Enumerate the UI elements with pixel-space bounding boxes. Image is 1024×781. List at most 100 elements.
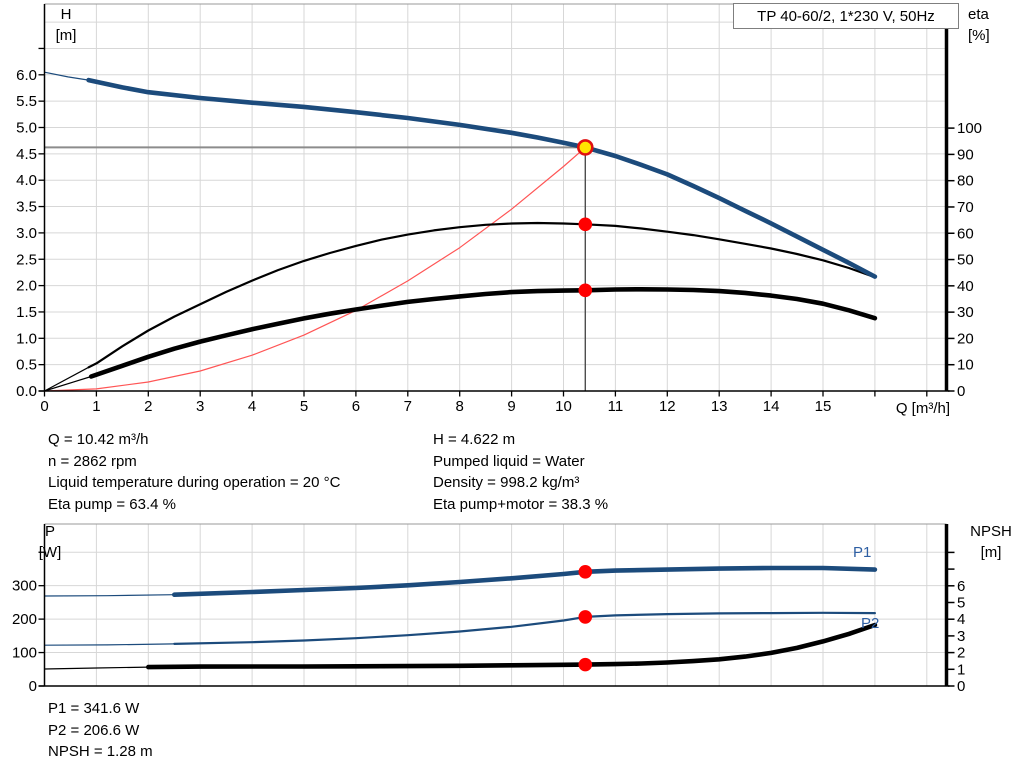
left-tick-label: 3.0 (16, 225, 37, 242)
right-tick-label: 5 (957, 595, 965, 612)
right-tick-label: 90 (957, 146, 974, 163)
x-tick-label: 5 (300, 398, 308, 415)
right-tick-label: 70 (957, 199, 974, 216)
eta-axis-name: eta (968, 6, 989, 23)
eta-axis-title: eta [%] (968, 4, 1020, 46)
npsh-axis-unit: [m] (980, 544, 1002, 561)
x-tick-label: 4 (248, 398, 256, 415)
p-axis-unit: [W] (38, 544, 62, 561)
right-tick-label: 50 (957, 252, 974, 269)
x-tick-label: 8 (456, 398, 464, 415)
right-tick-label: 80 (957, 173, 974, 190)
tick-labels: 0.0 0.5 1.0 1.5 2.0 2.5 3.0 3.5 4.0 4.5 5.0 5.5 6.0 0… (16, 67, 982, 415)
info-line: H = 4.622 m (433, 431, 516, 448)
x-tick-label: 13 (711, 398, 728, 415)
right-tick-label: 60 (957, 225, 974, 242)
left-tick-label: 300 (12, 578, 37, 595)
right-tick-label: 100 (957, 120, 982, 137)
info-line: Eta pump = 63.4 % (48, 495, 176, 513)
left-tick-label: 5.5 (16, 93, 37, 110)
series-P2 (44, 611, 877, 646)
left-tick-label: 200 (12, 611, 37, 628)
info-line: NPSH = 1.28 m (48, 743, 153, 760)
axes-frame (38, 4, 955, 397)
x-tick-label: 12 (659, 398, 676, 415)
left-tick-label: 2.0 (16, 278, 37, 295)
x-tick-label: 3 (196, 398, 204, 415)
right-tick-label: 6 (957, 578, 965, 595)
series-P1 (44, 565, 878, 598)
p2-series-label: P2 (861, 615, 880, 632)
info-line: P1 = 341.6 W (48, 700, 140, 717)
left-tick-label: 1.5 (16, 304, 37, 321)
x-tick-label: 0 (40, 398, 48, 415)
operating-data-right: H = 4.622 m Pumped liquid = Water Density … (433, 429, 608, 515)
series-eta-pump (44, 221, 877, 392)
left-tick-label: 4.5 (16, 146, 37, 163)
red-dot-marker-eta-pump-motor (578, 283, 593, 298)
right-tick-label: 2 (957, 645, 965, 662)
gridlines (44, 3, 947, 391)
left-tick-label: 1.0 (16, 330, 37, 347)
x-tick-label: 9 (507, 398, 515, 415)
h-axis-title: H [m] (40, 4, 92, 46)
red-dot-marker-NPSH (578, 657, 593, 672)
left-tick-label: 100 (12, 645, 37, 662)
left-tick-label: 2.5 (16, 251, 37, 268)
operating-point-marker (576, 139, 594, 156)
left-tick-label: 6.0 (16, 67, 37, 84)
series-eta-pump-motor (44, 286, 878, 392)
operating-data-left: Q = 10.42 m³/h n = 2862 rpm Liquid tempera… (48, 429, 340, 515)
right-tick-label: 3 (957, 628, 965, 645)
left-tick-label: 0.5 (16, 357, 37, 374)
duty-point-markers (576, 139, 594, 298)
x-tick-label: 14 (763, 398, 780, 415)
right-tick-label: 30 (957, 304, 974, 321)
qh-eta-chart: 0.0 0.5 1.0 1.5 2.0 2.5 3.0 3.5 4.0 4.5 5.0 5.5 6.0 0… (16, 3, 982, 415)
h-axis-unit: [m] (55, 27, 77, 44)
series-system-curve (43, 146, 586, 392)
x-tick-label: 15 (815, 398, 832, 415)
npsh-axis-title: NPSH [m] (960, 521, 1022, 563)
p1-series-label: P1 (853, 544, 872, 561)
series-QH-curve (44, 71, 878, 279)
eta-axis-unit: [%] (968, 27, 990, 44)
info-line: n = 2862 rpm (48, 452, 137, 470)
info-line: Pumped liquid = Water (433, 452, 585, 470)
gridlines (44, 523, 947, 686)
info-line: Density = 998.2 kg/m³ (433, 474, 580, 491)
right-tick-label: 10 (957, 357, 974, 374)
left-tick-label: 0 (29, 678, 37, 695)
red-dot-marker-P2 (578, 610, 593, 624)
x-tick-label: 1 (92, 398, 100, 415)
left-tick-label: 5.0 (16, 120, 37, 137)
red-dot-marker-P1 (578, 564, 593, 579)
axes-frame (38, 524, 955, 687)
x-tick-label: 7 (404, 398, 412, 415)
right-tick-label: 4 (957, 611, 965, 628)
right-tick-label: 0 (957, 383, 965, 400)
info-line: P2 = 206.6 W (48, 721, 140, 739)
right-tick-label: 20 (957, 330, 974, 347)
operating-point-guides (44, 145, 590, 391)
info-line: Liquid temperature during operation = 20… (48, 474, 341, 491)
npsh-axis-name: NPSH (970, 523, 1012, 540)
right-tick-label: 1 (957, 661, 965, 678)
x-tick-label: 10 (555, 398, 572, 415)
left-tick-label: 3.5 (16, 199, 37, 216)
duty-point-markers (578, 564, 593, 672)
x-tick-label: 2 (144, 398, 152, 415)
left-tick-label: 0.0 (16, 383, 37, 400)
p-axis-name: P (44, 523, 55, 540)
right-tick-label: 0 (957, 678, 965, 695)
pump-type-box: TP 40-60/2, 1*230 V, 50Hz (733, 3, 959, 29)
info-line: Q = 10.42 m³/h (48, 431, 149, 448)
x-tick-label: 6 (352, 398, 360, 415)
red-dot-marker-eta-pump (578, 217, 593, 232)
q-axis-title: Q [m³/h] (895, 400, 950, 417)
left-tick-label: 4.0 (16, 172, 37, 189)
